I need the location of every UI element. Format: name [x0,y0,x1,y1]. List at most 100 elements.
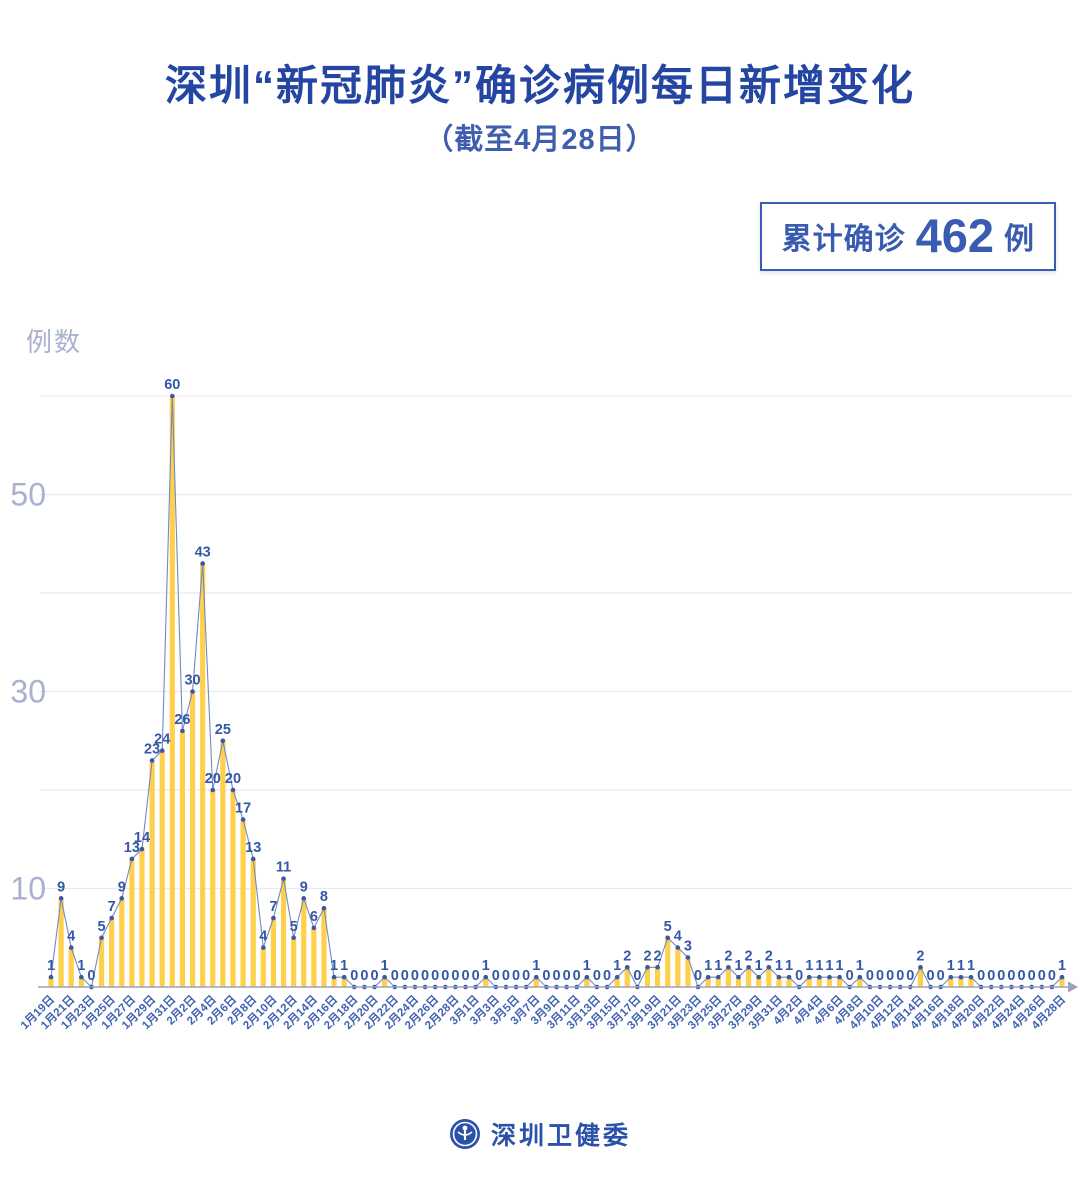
svg-text:2: 2 [765,948,773,964]
svg-text:0: 0 [987,968,995,984]
svg-text:43: 43 [195,544,211,560]
badge-prefix-label: 累计确诊 [781,222,906,256]
svg-text:0: 0 [1048,968,1056,984]
svg-text:1: 1 [785,958,793,974]
svg-text:1: 1 [340,958,348,974]
svg-text:60: 60 [164,377,180,393]
svg-text:1: 1 [714,958,722,974]
svg-text:0: 0 [502,968,510,984]
svg-text:0: 0 [87,968,95,984]
svg-text:0: 0 [997,968,1005,984]
svg-text:9: 9 [118,879,126,895]
svg-text:13: 13 [245,840,261,856]
svg-text:0: 0 [846,968,854,984]
svg-text:0: 0 [1007,968,1015,984]
svg-text:2: 2 [745,948,753,964]
svg-text:1: 1 [330,958,338,974]
svg-text:0: 0 [563,968,571,984]
svg-text:1: 1 [77,958,85,974]
svg-text:0: 0 [1038,968,1046,984]
svg-text:2: 2 [623,948,631,964]
svg-text:0: 0 [472,968,480,984]
svg-text:1: 1 [613,958,621,974]
svg-text:5: 5 [664,919,672,935]
page-subtitle: （截至4月28日） [424,124,656,156]
svg-text:8: 8 [320,889,328,905]
svg-text:0: 0 [633,968,641,984]
svg-text:25: 25 [215,722,231,738]
svg-text:1: 1 [755,958,763,974]
cumulative-total-badge: 累计确诊 462 例 [759,202,1056,271]
svg-text:1: 1 [825,958,833,974]
svg-text:2: 2 [724,948,732,964]
svg-text:1: 1 [836,958,844,974]
svg-text:30: 30 [10,674,46,710]
svg-text:0: 0 [350,968,358,984]
shenzhen-health-logo-icon [449,1119,480,1149]
svg-text:1: 1 [957,958,965,974]
svg-text:7: 7 [108,899,116,915]
svg-text:0: 0 [927,968,935,984]
svg-text:4: 4 [67,929,75,945]
svg-text:0: 0 [886,968,894,984]
svg-text:23: 23 [144,741,160,757]
svg-text:0: 0 [401,968,409,984]
svg-text:2: 2 [643,948,651,964]
svg-text:0: 0 [1028,968,1036,984]
svg-text:0: 0 [593,968,601,984]
footer: 深圳卫健委 [0,1116,1080,1152]
svg-text:0: 0 [441,968,449,984]
svg-text:5: 5 [98,919,106,935]
svg-text:0: 0 [360,968,368,984]
svg-text:1: 1 [805,958,813,974]
svg-text:0: 0 [512,968,520,984]
svg-text:5: 5 [290,919,298,935]
chart-svg: 1941057913142324602630432025201713471159… [10,377,1078,1032]
svg-text:2: 2 [654,948,662,964]
svg-text:0: 0 [977,968,985,984]
svg-text:1: 1 [967,958,975,974]
svg-text:1: 1 [47,958,55,974]
svg-text:1: 1 [482,958,490,974]
svg-text:1: 1 [734,958,742,974]
svg-text:26: 26 [174,712,190,728]
svg-text:0: 0 [866,968,874,984]
y-axis-unit-label: 例数 [26,327,83,357]
svg-text:4: 4 [674,929,682,945]
svg-text:1: 1 [856,958,864,974]
svg-text:20: 20 [225,771,241,787]
svg-text:0: 0 [461,968,469,984]
daily-new-cases-chart: 1 9 4 1 0 5 7 9 13 14 23 24 60 26 30 43 20 25 20 17 13 4 7 11 5 9… [0,300,1080,1100]
badge-suffix-label: 例 [1004,222,1034,256]
svg-text:6: 6 [310,909,318,925]
svg-text:30: 30 [184,673,200,689]
svg-text:0: 0 [492,968,500,984]
svg-text:0: 0 [542,968,550,984]
svg-text:3: 3 [684,938,692,954]
svg-text:11: 11 [276,860,291,876]
svg-text:0: 0 [937,968,945,984]
svg-text:1: 1 [583,958,591,974]
badge-total-value: 462 [915,209,994,262]
svg-text:0: 0 [876,968,884,984]
svg-text:13: 13 [124,840,140,856]
svg-text:10: 10 [10,871,46,907]
svg-text:0: 0 [603,968,611,984]
svg-text:0: 0 [421,968,429,984]
svg-text:0: 0 [896,968,904,984]
svg-text:1: 1 [1058,958,1066,974]
svg-text:7: 7 [269,899,277,915]
svg-text:9: 9 [300,879,308,895]
svg-text:1: 1 [775,958,783,974]
svg-text:0: 0 [1018,968,1026,984]
svg-text:17: 17 [235,801,251,817]
svg-text:50: 50 [10,477,46,513]
footer-brand-label: 深圳卫健委 [490,1122,631,1150]
svg-text:9: 9 [57,879,65,895]
svg-text:0: 0 [411,968,419,984]
svg-text:0: 0 [451,968,459,984]
svg-text:1: 1 [704,958,712,974]
svg-text:0: 0 [795,968,803,984]
svg-text:0: 0 [573,968,581,984]
svg-text:20: 20 [205,771,221,787]
